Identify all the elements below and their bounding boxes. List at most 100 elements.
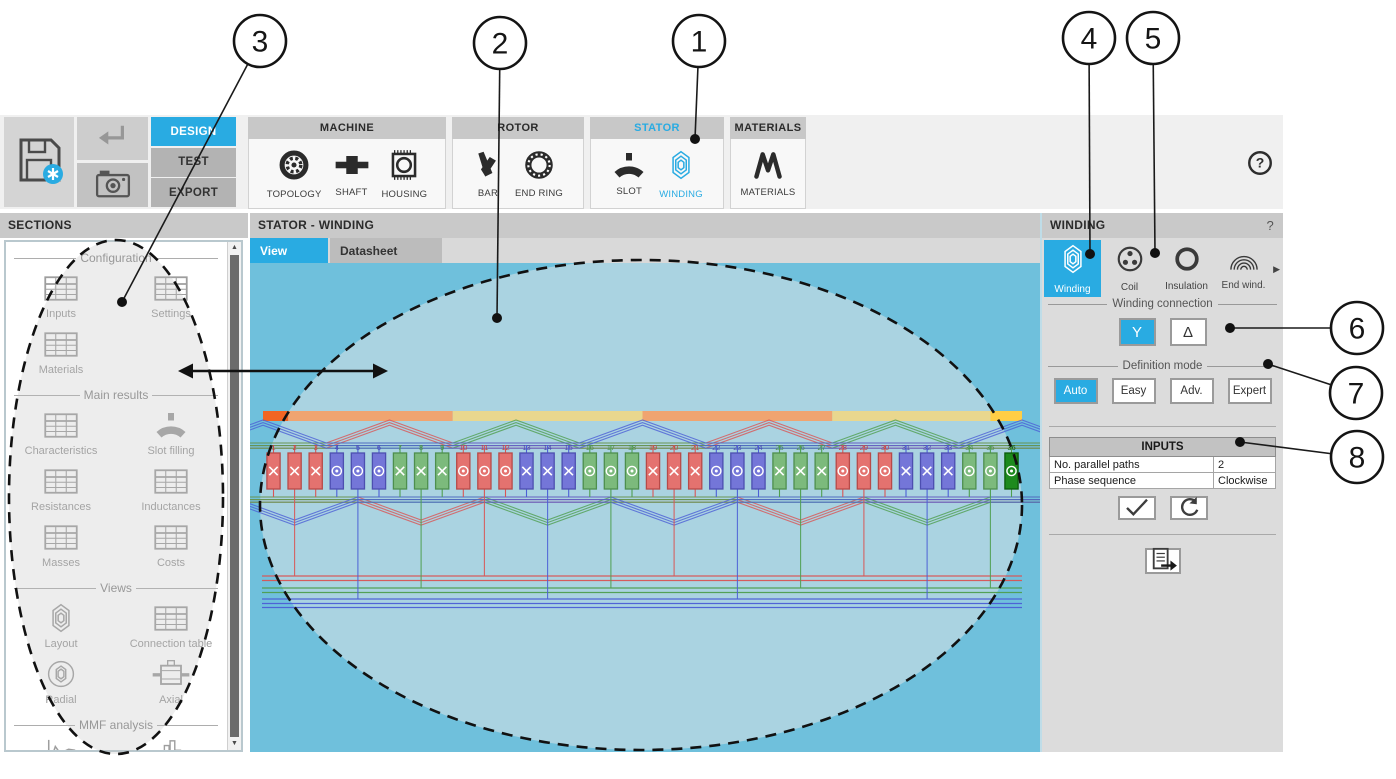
winding-settings-panel: Winding Coil Insulation End wind. ▶ Winding… bbox=[1042, 238, 1283, 752]
undo-button[interactable] bbox=[77, 117, 148, 160]
scrollbar-thumb[interactable] bbox=[230, 255, 239, 737]
panel-help-icon[interactable]: ? bbox=[1266, 218, 1274, 233]
winding-panel-title: ? WINDING bbox=[1042, 213, 1283, 238]
stator-winding-title: STATOR - WINDING bbox=[250, 213, 1040, 238]
save-button[interactable] bbox=[4, 117, 74, 207]
svg-text:17: 17 bbox=[607, 443, 615, 452]
toolbar-item-materials[interactable]: MATERIALS bbox=[741, 150, 796, 198]
tab-view[interactable]: View bbox=[250, 238, 328, 263]
screenshot-button[interactable] bbox=[77, 163, 148, 207]
sections-scrollbar[interactable]: ▲ ▼ bbox=[227, 242, 241, 750]
pole-segment bbox=[263, 411, 289, 421]
definition-mode-adv-button[interactable]: Adv. bbox=[1169, 378, 1214, 404]
callout-2: 2 bbox=[472, 15, 528, 71]
sections-item-item[interactable] bbox=[6, 734, 116, 750]
definition-mode-easy-button[interactable]: Easy bbox=[1111, 378, 1156, 404]
svg-text:18: 18 bbox=[628, 443, 636, 452]
histogram-icon bbox=[152, 740, 190, 750]
definition-mode-expert-button[interactable]: Expert bbox=[1227, 378, 1272, 404]
winding-tab-end-wind[interactable]: End wind. bbox=[1215, 240, 1272, 297]
sections-item-radial[interactable]: Radial bbox=[6, 653, 116, 709]
winding-icon bbox=[1058, 242, 1088, 281]
insulation-icon bbox=[1173, 245, 1201, 278]
toolbar-group-machine: MACHINE TOPOLOGY SHAFT HOUSING bbox=[248, 117, 446, 209]
callout-1: 1 bbox=[671, 13, 727, 69]
inputs-table: INPUTS No. parallel paths 2 Phase sequence… bbox=[1049, 437, 1276, 489]
winding-diagram-canvas[interactable]: 1 2 3 4 5 6 7 8 9 10 11 12 13 14 15 16 17 18 19 20 21 22 23 24 2… bbox=[199, 260, 1086, 752]
section-separator-views: Views bbox=[14, 581, 219, 595]
sections-item-item[interactable] bbox=[116, 734, 226, 750]
help-button[interactable]: ? bbox=[1246, 149, 1274, 177]
sections-item-axial[interactable]: Axial bbox=[116, 653, 226, 709]
more-tabs-icon[interactable]: ▶ bbox=[1273, 264, 1280, 274]
sections-item-layout[interactable]: Layout bbox=[6, 597, 116, 653]
toolbar-item-slot[interactable]: SLOT bbox=[611, 151, 647, 197]
input-label: Phase sequence bbox=[1049, 472, 1214, 489]
toolbar-item-topology[interactable]: TOPOLOGY bbox=[267, 148, 322, 200]
undo-icon bbox=[96, 121, 130, 156]
callout-number: 5 bbox=[1145, 23, 1162, 56]
svg-text:34: 34 bbox=[965, 443, 973, 452]
toolbar-item-bar[interactable]: BAR bbox=[473, 149, 503, 199]
mode-design-button[interactable]: DESIGN bbox=[151, 117, 236, 146]
slot-icon bbox=[611, 151, 647, 184]
save-icon bbox=[13, 134, 65, 191]
section-separator-main-results: Main results bbox=[14, 388, 218, 402]
input-label: No. parallel paths bbox=[1049, 456, 1214, 473]
connection--button[interactable]: Δ bbox=[1169, 318, 1207, 346]
sections-panel: Configuration Inputs Settings Materials Main… bbox=[4, 240, 243, 752]
endring-icon bbox=[523, 149, 555, 186]
sections-item-materials[interactable]: Materials bbox=[6, 323, 116, 379]
coil-icon bbox=[1115, 244, 1145, 279]
svg-text:29: 29 bbox=[860, 443, 868, 452]
winding-layout-diagram[interactable]: 1 2 3 4 5 6 7 8 9 10 11 12 13 14 15 16 17 18 19 20 21 22 23 24 2… bbox=[199, 260, 1086, 752]
sections-item-slot-filling[interactable]: Slot filling bbox=[116, 404, 226, 460]
definition-mode-separator: Definition mode bbox=[1048, 360, 1277, 372]
mode-export-button[interactable]: EXPORT bbox=[151, 178, 236, 207]
export-report-button[interactable] bbox=[1144, 547, 1181, 574]
bar-icon bbox=[473, 149, 503, 186]
toolbar-item-end-ring[interactable]: END RING bbox=[515, 149, 563, 199]
toolbar-item-housing[interactable]: HOUSING bbox=[382, 148, 428, 200]
input-value[interactable]: Clockwise bbox=[1213, 472, 1276, 489]
radial-icon bbox=[45, 659, 77, 689]
apply-button[interactable] bbox=[1117, 496, 1156, 520]
pole-segment bbox=[990, 411, 1022, 421]
sections-panel-title: SECTIONS bbox=[0, 213, 248, 238]
sections-item-characteristics[interactable]: Characteristics bbox=[6, 404, 116, 460]
definition-mode-auto-button[interactable]: Auto bbox=[1053, 378, 1098, 404]
svg-text:7: 7 bbox=[398, 443, 402, 452]
sections-item-resistances[interactable]: Resistances bbox=[6, 460, 116, 516]
svg-text:?: ? bbox=[1256, 155, 1265, 171]
svg-text:35: 35 bbox=[986, 443, 994, 452]
toolbar-item-winding[interactable]: WINDING bbox=[659, 148, 703, 200]
winding-tab-winding[interactable]: Winding bbox=[1044, 240, 1101, 297]
scroll-up-icon[interactable]: ▲ bbox=[231, 244, 238, 251]
sections-item-inductances[interactable]: Inductances bbox=[116, 460, 226, 516]
svg-text:30: 30 bbox=[881, 443, 889, 452]
sections-item-inputs[interactable]: Inputs bbox=[6, 267, 116, 323]
winding-tab-coil[interactable]: Coil bbox=[1101, 240, 1158, 297]
reset-button[interactable] bbox=[1169, 496, 1208, 520]
input-value[interactable]: 2 bbox=[1213, 456, 1276, 473]
pole-segment bbox=[452, 411, 643, 421]
svg-text:2: 2 bbox=[293, 443, 297, 452]
callout-8: 8 bbox=[1329, 429, 1385, 485]
sections-item-costs[interactable]: Costs bbox=[116, 516, 226, 572]
connection-y-button[interactable]: Y bbox=[1118, 318, 1156, 346]
table-icon bbox=[43, 273, 79, 303]
winding-tab-insulation[interactable]: Insulation bbox=[1158, 240, 1215, 297]
callout-6: 6 bbox=[1329, 300, 1385, 356]
svg-text:36: 36 bbox=[1007, 443, 1015, 452]
tab-datasheet[interactable]: Datasheet bbox=[330, 238, 442, 263]
check-icon bbox=[1124, 497, 1150, 520]
sections-item-connection-table[interactable]: Connection table bbox=[116, 597, 226, 653]
svg-text:12: 12 bbox=[501, 443, 509, 452]
toolbar-item-shaft[interactable]: SHAFT bbox=[334, 150, 370, 198]
mode-test-button[interactable]: TEST bbox=[151, 147, 236, 177]
sections-item-settings[interactable]: Settings bbox=[116, 267, 226, 323]
scroll-down-icon[interactable]: ▼ bbox=[231, 740, 238, 747]
sections-item-masses[interactable]: Masses bbox=[6, 516, 116, 572]
callout-number: 2 bbox=[492, 28, 509, 61]
group-title: MACHINE bbox=[248, 117, 446, 139]
